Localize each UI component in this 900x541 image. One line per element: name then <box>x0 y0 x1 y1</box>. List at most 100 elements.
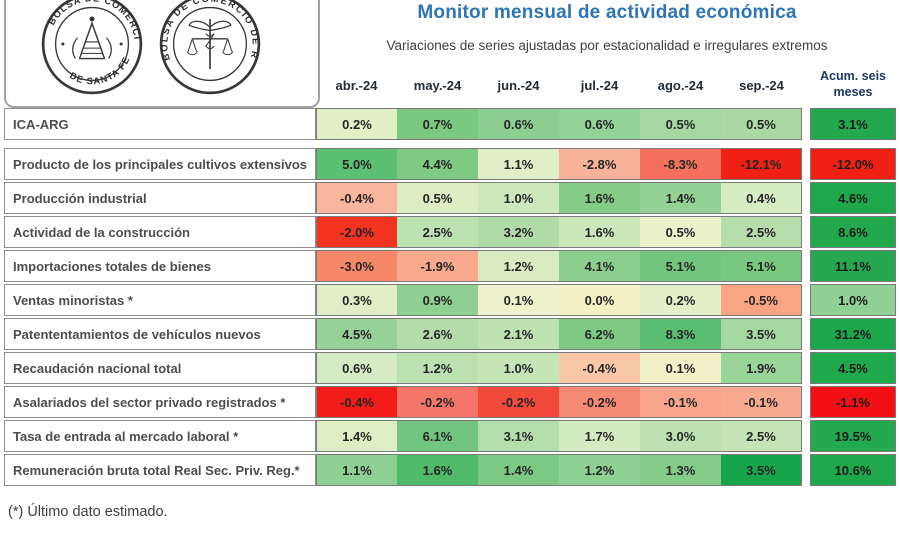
column-gap <box>802 62 810 108</box>
logos-box: BOLSA DE COMERCIO DE SANTA FE BOLSA DE C… <box>4 0 320 108</box>
value-cell: 1.0% <box>478 352 559 384</box>
month-header: may.-24 <box>413 77 462 93</box>
acum-cell: 3.1% <box>810 108 896 140</box>
value-cell: -0.2% <box>478 386 559 418</box>
value-cell: -0.4% <box>559 352 640 384</box>
value-cell: 1.9% <box>721 352 802 384</box>
column-gap <box>802 182 810 214</box>
acum-cell: 4.6% <box>810 182 896 214</box>
value-cell: 0.2% <box>316 108 397 140</box>
row-label: Tasa de entrada al mercado laboral * <box>4 420 316 452</box>
column-gap <box>802 250 810 282</box>
month-header: abr.-24 <box>335 77 378 93</box>
value-cell: 0.6% <box>316 352 397 384</box>
month-header: jun.-24 <box>497 77 540 93</box>
row-label: Producto de los principales cultivos ext… <box>4 148 316 180</box>
column-gap <box>802 318 810 350</box>
row-label: Remuneración bruta total Real Sec. Priv.… <box>4 454 316 486</box>
value-cell: 0.5% <box>640 216 721 248</box>
row-label: Asalariados del sector privado registrad… <box>4 386 316 418</box>
row-label: Importaciones totales de bienes <box>4 250 316 282</box>
table-row: Ventas minoristas * 0.3% 0.9% 0.1% 0.0% … <box>4 284 898 316</box>
value-cell: 3.2% <box>478 216 559 248</box>
value-cell: -12.1% <box>721 148 802 180</box>
value-cell: 0.5% <box>397 182 478 214</box>
value-cell: 3.0% <box>640 420 721 452</box>
column-gap <box>802 386 810 418</box>
value-cell: -2.0% <box>316 216 397 248</box>
value-cell: 0.6% <box>478 108 559 140</box>
table-row: Tasa de entrada al mercado laboral * 1.4… <box>4 420 898 452</box>
value-cell: -3.0% <box>316 250 397 282</box>
page-subtitle: Variaciones de series ajustadas por esta… <box>386 38 828 53</box>
value-cell: 2.5% <box>397 216 478 248</box>
value-cell: -2.8% <box>559 148 640 180</box>
acum-cell: -1.1% <box>810 386 896 418</box>
table-row: ICA-ARG 0.2% 0.7% 0.6% 0.6% 0.5% 0.5% 3.… <box>4 108 898 140</box>
value-cell: 3.5% <box>721 318 802 350</box>
value-cell: 6.1% <box>397 420 478 452</box>
table-row: Recaudación nacional total 0.6% 1.2% 1.0… <box>4 352 898 384</box>
value-cell: -1.9% <box>397 250 478 282</box>
table-row: Producto de los principales cultivos ext… <box>4 148 898 180</box>
column-gap <box>802 420 810 452</box>
value-cell: 1.4% <box>316 420 397 452</box>
row-label: Actividad de la construcción <box>4 216 316 248</box>
value-cell: 1.6% <box>397 454 478 486</box>
value-cell: 1.3% <box>640 454 721 486</box>
acum-cell: 31.2% <box>810 318 896 350</box>
page-title: Monitor mensual de actividad económica <box>417 2 797 23</box>
acum-cell: 19.5% <box>810 420 896 452</box>
header-spacer <box>4 62 316 108</box>
value-cell: 2.1% <box>478 318 559 350</box>
column-gap <box>802 148 810 180</box>
table-header-row: abr.-24 may.-24 jun.-24 jul.-24 ago.-24 … <box>4 62 898 108</box>
month-header: ago.-24 <box>657 77 704 93</box>
caduceus-scales-emblem <box>186 19 234 69</box>
value-cell: -0.4% <box>316 386 397 418</box>
value-cell: 0.6% <box>559 108 640 140</box>
column-gap <box>802 216 810 248</box>
acum-cell: 11.1% <box>810 250 896 282</box>
acum-cell: 1.0% <box>810 284 896 316</box>
value-cell: 5.0% <box>316 148 397 180</box>
value-cell: 1.2% <box>397 352 478 384</box>
value-cell: 0.3% <box>316 284 397 316</box>
value-cell: 3.1% <box>478 420 559 452</box>
value-cell: -0.2% <box>559 386 640 418</box>
value-cell: 1.4% <box>640 182 721 214</box>
value-cell: 6.2% <box>559 318 640 350</box>
value-cell: 1.6% <box>559 182 640 214</box>
value-cell: 1.2% <box>559 454 640 486</box>
acum-cell: 10.6% <box>810 454 896 486</box>
row-label: Recaudación nacional total <box>4 352 316 384</box>
bolsa-rosario-logo-icon: BOLSA DE COMERCIO DE ROSARIO <box>158 0 261 95</box>
table-row: Remuneración bruta total Real Sec. Priv.… <box>4 454 898 486</box>
value-cell: 0.5% <box>721 108 802 140</box>
value-cell: 8.3% <box>640 318 721 350</box>
column-gap <box>802 352 810 384</box>
value-cell: 0.0% <box>559 284 640 316</box>
value-cell: 1.0% <box>478 182 559 214</box>
value-cell: 4.1% <box>559 250 640 282</box>
value-cell: 2.5% <box>721 420 802 452</box>
value-cell: 4.4% <box>397 148 478 180</box>
value-cell: 1.7% <box>559 420 640 452</box>
value-cell: 0.7% <box>397 108 478 140</box>
table-row: Actividad de la construcción -2.0% 2.5% … <box>4 216 898 248</box>
value-cell: 5.1% <box>721 250 802 282</box>
value-cell: 0.4% <box>721 182 802 214</box>
value-cell: 0.2% <box>640 284 721 316</box>
value-cell: -0.4% <box>316 182 397 214</box>
value-cell: 2.5% <box>721 216 802 248</box>
row-label: Producción industrial <box>4 182 316 214</box>
value-cell: 1.6% <box>559 216 640 248</box>
value-cell: -0.1% <box>721 386 802 418</box>
value-cell: 0.1% <box>478 284 559 316</box>
acum-cell: -12.0% <box>810 148 896 180</box>
acum-cell: 8.6% <box>810 216 896 248</box>
value-cell: -0.5% <box>721 284 802 316</box>
value-cell: 0.9% <box>397 284 478 316</box>
value-cell: 4.5% <box>316 318 397 350</box>
